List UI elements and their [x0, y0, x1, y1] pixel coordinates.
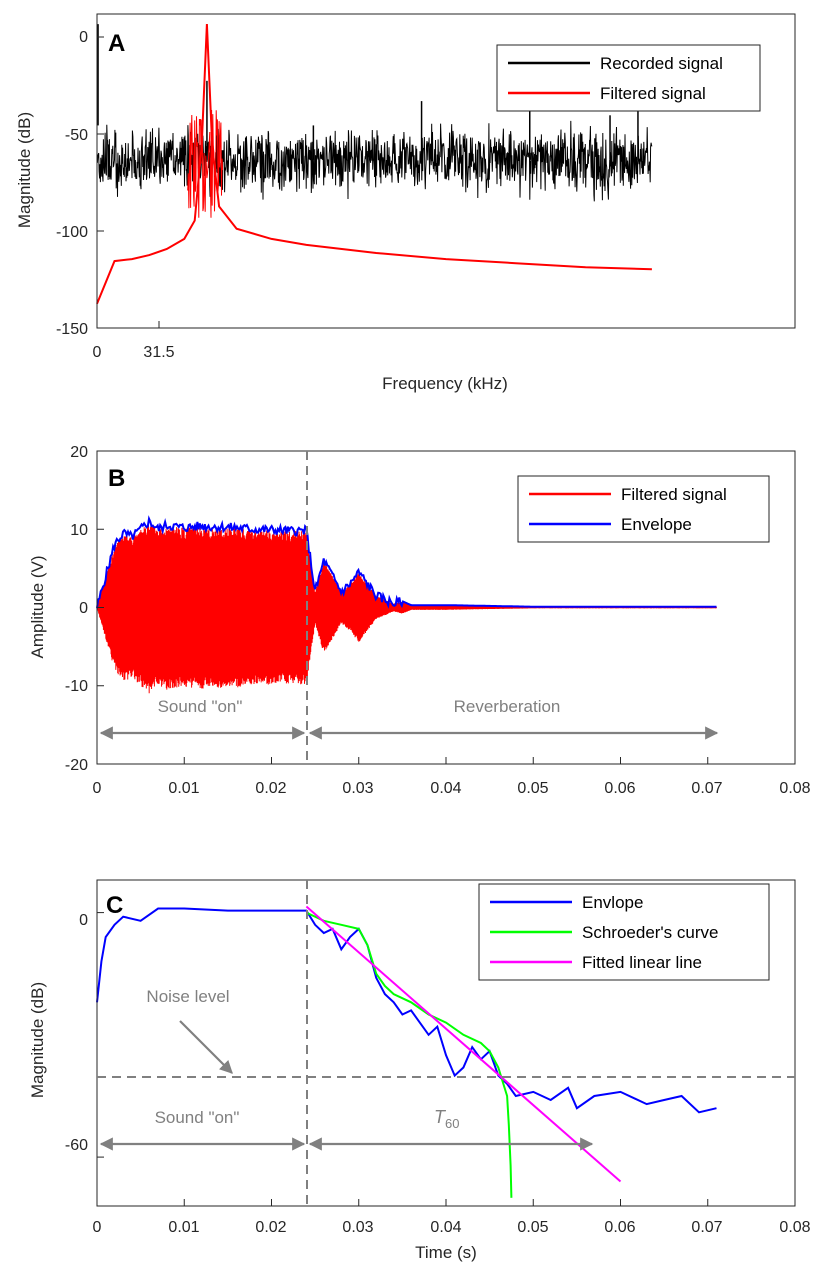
- panel-a: A 0 -50 -100 -150 0 31.5 Frequency (kHz)…: [15, 13, 796, 393]
- legend-label-envelope-b: Envelope: [621, 515, 692, 534]
- panel-c-xticks: 0 0.01 0.02 0.03 0.04 0.05 0.06 0.07 0.0…: [93, 1219, 811, 1236]
- panel-b-ytick-label: 20: [70, 444, 88, 461]
- panel-c-xtick-label: 0.08: [779, 1219, 810, 1236]
- legend-label-filtered: Filtered signal: [600, 84, 706, 103]
- panel-c-yticks: 0 -60: [65, 912, 88, 1154]
- panel-b-annotation-sound-on: Sound "on": [158, 697, 243, 716]
- panel-a-ytick-label: -50: [65, 127, 88, 144]
- recorded-signal-line: [96, 120, 653, 202]
- panel-b-xtick-label: 0.03: [342, 780, 373, 797]
- panel-a-plot: [96, 24, 653, 305]
- panel-c-ytick-label: 0: [79, 912, 88, 929]
- filtered-signal-burst: [187, 109, 224, 218]
- panel-c-xtick-label: 0.04: [430, 1219, 461, 1236]
- legend-label-envlope-c: Envlope: [582, 893, 643, 912]
- panel-c-xtick-label: 0.05: [517, 1219, 548, 1236]
- panel-b-xtick-label: 0.01: [168, 780, 199, 797]
- legend-label-recorded: Recorded signal: [600, 54, 723, 73]
- panel-a-ytick-marks: [96, 36, 160, 329]
- panel-b-annotation-reverberation: Reverberation: [454, 697, 561, 716]
- panel-a-xticks: 0 31.5: [93, 344, 175, 361]
- panel-c-tick-marks: [96, 912, 796, 1206]
- panel-b-ytick-label: -20: [65, 757, 88, 774]
- panel-a-ytick-label: -150: [56, 321, 88, 338]
- panel-a-yticks: 0 -50 -100 -150: [56, 29, 88, 338]
- legend-label-fitted-c: Fitted linear line: [582, 953, 702, 972]
- panel-c-legend: Envlope Schroeder's curve Fitted linear …: [478, 883, 770, 981]
- panel-b-xtick-label: 0.05: [517, 780, 548, 797]
- panel-c-noise-arrow: [179, 1020, 233, 1074]
- panel-a-ytick-label: 0: [79, 29, 88, 46]
- panel-b-ylabel: Amplitude (V): [28, 556, 47, 659]
- panel-b-xtick-label: 0.02: [255, 780, 286, 797]
- legend-label-schroeder-c: Schroeder's curve: [582, 923, 718, 942]
- panel-b-plot: [96, 515, 717, 694]
- panel-c-xtick-label: 0.01: [168, 1219, 199, 1236]
- panel-b-letter: B: [108, 465, 125, 492]
- panel-c: C Noise level Sound "on" T60 0 -60 0 0.0…: [28, 879, 811, 1262]
- panel-b-ytick-label: 10: [70, 522, 88, 539]
- panel-b-xtick-label: 0.07: [691, 780, 722, 797]
- panel-c-letter: C: [106, 892, 123, 919]
- panel-a-ylabel: Magnitude (dB): [15, 112, 34, 228]
- panel-c-xtick-label: 0.02: [255, 1219, 286, 1236]
- panel-a-axes-frame: [96, 13, 796, 329]
- panel-b-xticks: 0 0.01 0.02 0.03 0.04 0.05 0.06 0.07 0.0…: [93, 780, 811, 797]
- panel-c-xtick-label: 0.06: [604, 1219, 635, 1236]
- panel-c-annotation-t60: T60: [434, 1107, 459, 1131]
- panel-a-xtick-label: 0: [93, 344, 102, 361]
- panel-b-xtick-label: 0.04: [430, 780, 461, 797]
- filtered-signal-line: [96, 522, 717, 694]
- panel-b-ytick-label: 0: [79, 600, 88, 617]
- panel-c-xlabel: Time (s): [415, 1243, 477, 1262]
- panel-b: B Sound "on" Reverberation 20 10 0 -10 -…: [28, 444, 811, 797]
- t60-letter: T: [434, 1107, 447, 1127]
- panel-b-legend: Filtered signal Envelope: [517, 475, 770, 543]
- panel-c-plot: [96, 905, 717, 1198]
- panel-c-ylabel: Magnitude (dB): [28, 982, 47, 1098]
- panel-b-yticks: 20 10 0 -10 -20: [65, 444, 88, 774]
- panel-a-legend: Recorded signal Filtered signal: [496, 44, 761, 112]
- panel-c-xtick-label: 0.03: [342, 1219, 373, 1236]
- envlope-line: [96, 907, 717, 1114]
- filtered-signal-line: [96, 24, 652, 305]
- panel-c-annotation-sound-on: Sound "on": [155, 1108, 240, 1127]
- legend-label-filtered-b: Filtered signal: [621, 485, 727, 504]
- panel-c-xtick-label: 0.07: [691, 1219, 722, 1236]
- panel-b-tick-marks: [96, 450, 796, 765]
- panel-c-annotation-noise-level: Noise level: [146, 987, 229, 1006]
- t60-subscript: 60: [445, 1116, 459, 1131]
- fitted-linear-line: [305, 905, 622, 1183]
- panel-b-xtick-label: 0.06: [604, 780, 635, 797]
- panel-b-xtick-label: 0: [93, 780, 102, 797]
- panel-b-ytick-label: -10: [65, 678, 88, 695]
- panel-a-xtick-label: 31.5: [143, 344, 174, 361]
- panel-a-xlabel: Frequency (kHz): [382, 374, 508, 393]
- panel-c-ytick-label: -60: [65, 1137, 88, 1154]
- panel-a-ytick-label: -100: [56, 224, 88, 241]
- panel-a-letter: A: [108, 30, 125, 57]
- panel-c-xtick-label: 0: [93, 1219, 102, 1236]
- envelope-line: [96, 515, 717, 609]
- panel-b-xtick-label: 0.08: [779, 780, 810, 797]
